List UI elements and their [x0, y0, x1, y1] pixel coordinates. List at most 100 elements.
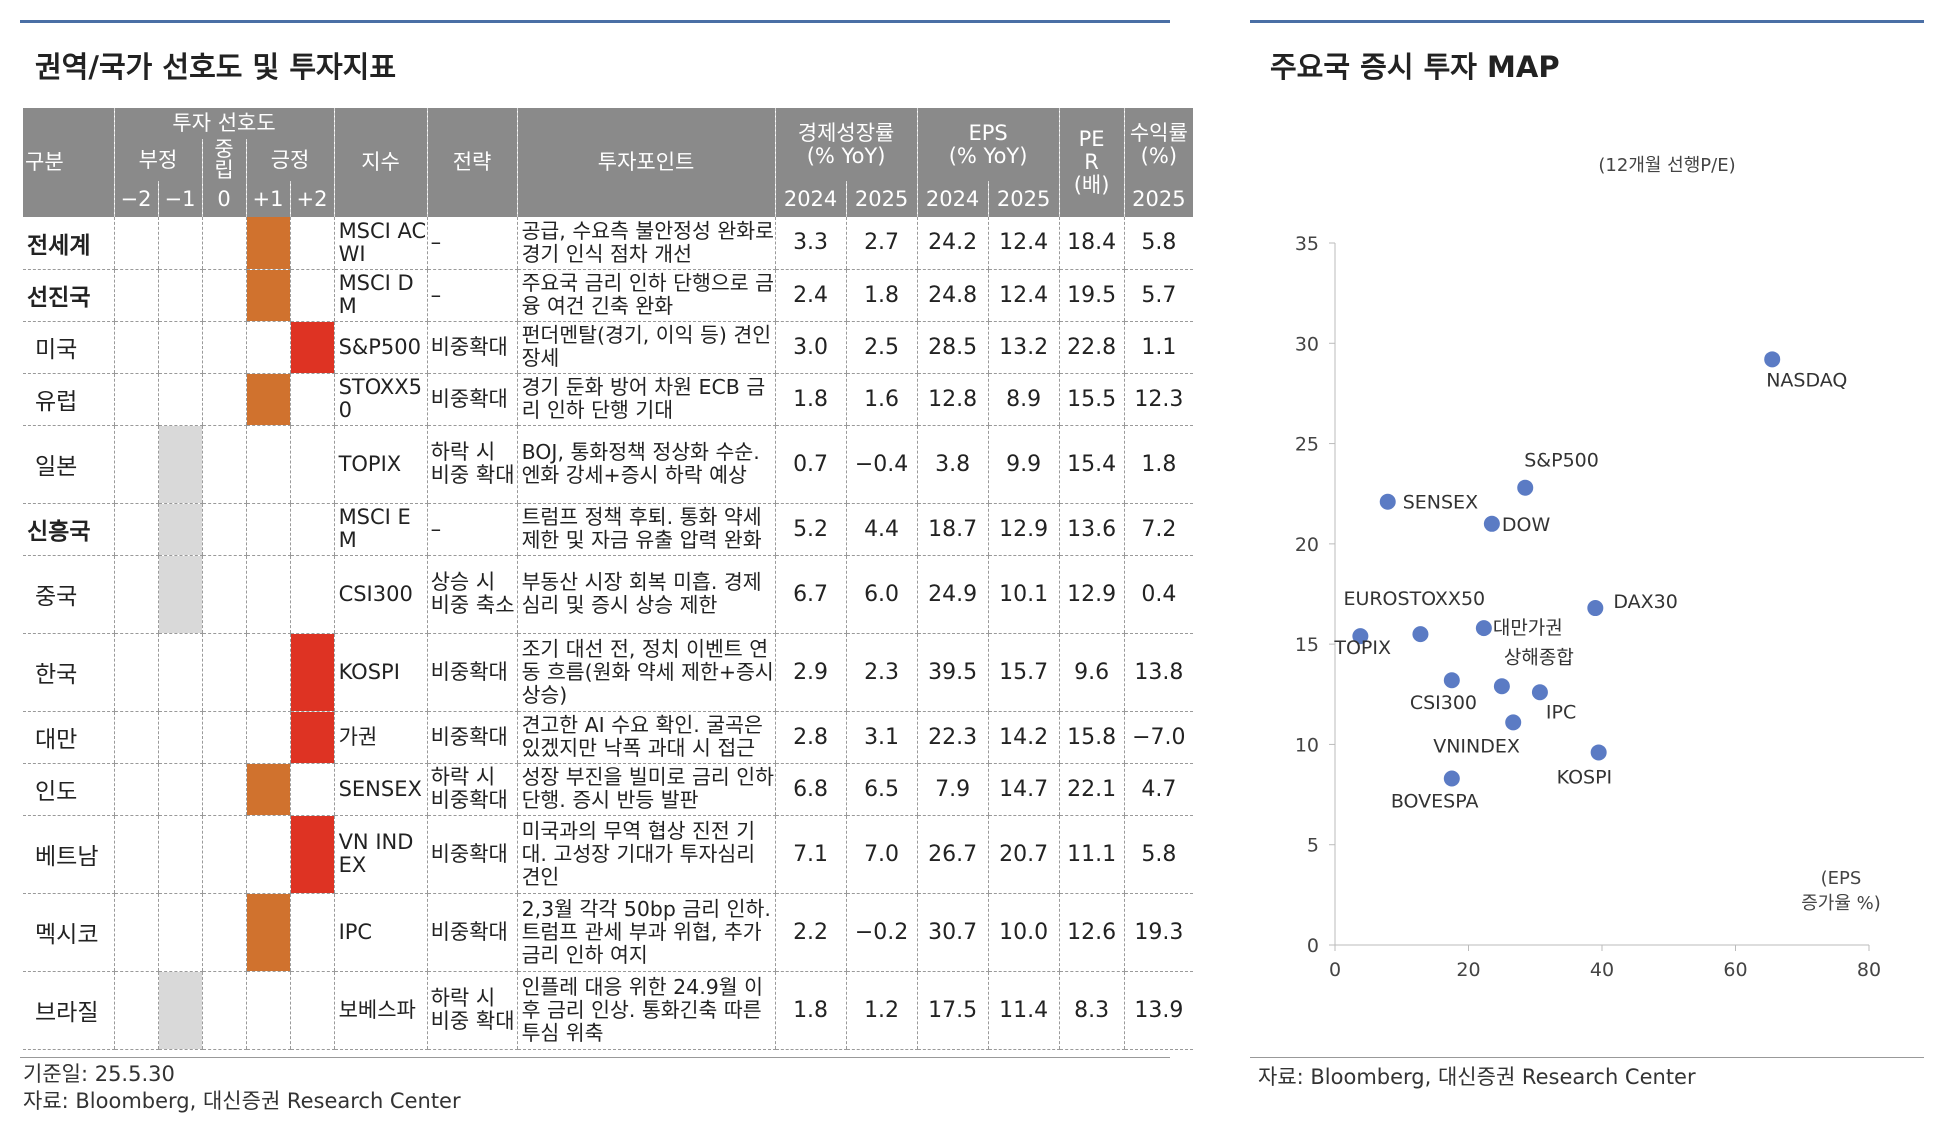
- preference-cell-p1: [245, 893, 290, 972]
- preference-cell-0: [201, 321, 246, 374]
- preference-cell-m2: [113, 269, 158, 322]
- preference-cell-m2: [113, 321, 158, 374]
- row-gdp-2024: 6.8: [774, 763, 847, 816]
- row-gdp-2024: 6.7: [774, 555, 847, 634]
- row-gdp-2025: 1.6: [845, 373, 918, 426]
- preference-cell-p2: [289, 893, 335, 972]
- row-strategy: –: [426, 269, 518, 322]
- row-eps-2025: 14.2: [987, 711, 1060, 764]
- row-name: 한국: [23, 633, 114, 712]
- preference-cell-m2: [113, 373, 158, 426]
- x-tick-label: 0: [1329, 959, 1341, 981]
- row-per: 9.6: [1058, 633, 1125, 712]
- row-index: MSCI EM: [333, 503, 428, 556]
- y-tick-label: 10: [1295, 734, 1319, 756]
- preference-cell-0: [201, 815, 246, 894]
- row-gdp-2025: 1.8: [845, 269, 918, 322]
- table-body: 전세계 MSCI ACWI – 공급, 수요측 불안정성 완화로 경기 인식 점차 개…: [23, 217, 1194, 1050]
- data-point: [1764, 351, 1781, 368]
- row-gdp-2025: −0.4: [845, 425, 918, 504]
- row-gdp-2025: 3.1: [845, 711, 918, 764]
- row-index: S&P500: [333, 321, 428, 374]
- y-tick-label: 35: [1295, 233, 1319, 255]
- row-investment-point: BOJ, 통화정책 정상화 수순. 엔화 강세+증시 하락 예상: [516, 425, 776, 504]
- preference-cell-m2: [113, 711, 158, 764]
- table-row: 유럽 STOXX50 비중확대 경기 둔화 방어 차원 ECB 금리 인하 단행 기대…: [23, 373, 1194, 426]
- preference-cell-0: [201, 269, 246, 322]
- row-index: IPC: [333, 893, 428, 972]
- preference-cell-m2: [113, 971, 158, 1050]
- data-point-label: EUROSTOXX50: [1343, 588, 1485, 610]
- preference-cell-m2: [113, 763, 158, 816]
- row-index: MSCI ACWI: [333, 217, 428, 270]
- data-point-label: 상해종합: [1504, 646, 1574, 668]
- preference-cell-p2: [289, 321, 335, 374]
- row-strategy: 비중확대: [426, 893, 518, 972]
- row-name: 일본: [23, 425, 114, 504]
- x-axis-title: 증가율 %): [1801, 893, 1881, 914]
- preference-cell-p1: [245, 815, 290, 894]
- row-return-2025: 5.8: [1123, 815, 1194, 894]
- row-name: 브라질: [23, 971, 114, 1050]
- header-scale-p2: +2: [289, 181, 335, 217]
- preference-cell-m1: [157, 815, 202, 894]
- row-gdp-2024: 0.7: [774, 425, 847, 504]
- row-gdp-2025: −0.2: [845, 893, 918, 972]
- row-name: 신흥국: [23, 503, 114, 556]
- left-note-date: 기준일: 25.5.30: [23, 1062, 175, 1086]
- row-gdp-2025: 7.0: [845, 815, 918, 894]
- header-eps-2024: 2024: [916, 181, 989, 217]
- row-strategy: –: [426, 503, 518, 556]
- y-tick-label: 5: [1307, 835, 1319, 857]
- data-point-label: DAX30: [1613, 591, 1678, 613]
- row-eps-2025: 11.4: [987, 971, 1060, 1050]
- data-point-label: NASDAQ: [1766, 369, 1847, 391]
- row-index: KOSPI: [333, 633, 428, 712]
- header-gdp-2024: 2024: [774, 181, 847, 217]
- data-point-label: DOW: [1502, 514, 1551, 536]
- table-row: 신흥국 MSCI EM – 트럼프 정책 후퇴. 통화 약세 제한 및 자금 유출 압…: [23, 503, 1194, 556]
- row-strategy: 하락 시 비중 확대: [426, 425, 518, 504]
- row-eps-2025: 12.4: [987, 217, 1060, 270]
- preference-cell-m2: [113, 503, 158, 556]
- row-investment-point: 견고한 AI 수요 확인. 굴곡은 있겠지만 낙폭 과대 시 접근: [516, 711, 776, 764]
- preference-cell-p1: [245, 217, 290, 270]
- row-gdp-2024: 2.8: [774, 711, 847, 764]
- row-name: 선진국: [23, 269, 114, 322]
- right-source: 자료: Bloomberg, 대신증권 Research Center: [1258, 1065, 1696, 1089]
- row-eps-2024: 18.7: [916, 503, 989, 556]
- left-panel-top-rule: [20, 20, 1170, 23]
- row-gdp-2024: 2.4: [774, 269, 847, 322]
- row-per: 13.6: [1058, 503, 1125, 556]
- row-investment-point: 주요국 금리 인하 단행으로 금융 여건 긴축 완화: [516, 269, 776, 322]
- row-eps-2024: 39.5: [916, 633, 989, 712]
- y-tick-label: 15: [1295, 634, 1319, 656]
- row-gdp-2025: 2.7: [845, 217, 918, 270]
- row-per: 22.8: [1058, 321, 1125, 374]
- row-return-2025: 0.4: [1123, 555, 1194, 634]
- row-eps-2025: 12.9: [987, 503, 1060, 556]
- header-negative: 부정: [113, 139, 202, 181]
- header-return-2025: 2025: [1123, 181, 1194, 217]
- table-row: 인도 SENSEX 하락 시 비중확대 성장 부진을 빌미로 금리 인하 단행. 증시…: [23, 763, 1194, 816]
- row-investment-point: 미국과의 무역 협상 진전 기대. 고성장 기대가 투자심리 견인: [516, 815, 776, 894]
- x-tick-label: 60: [1723, 959, 1747, 981]
- row-per: 15.8: [1058, 711, 1125, 764]
- table-row: 브라질 보베스파 하락 시 비중 확대 인플레 대응 위한 24.9월 이후 금리 인…: [23, 971, 1194, 1050]
- header-group: 구분: [23, 108, 114, 217]
- row-strategy: 비중확대: [426, 321, 518, 374]
- row-eps-2025: 9.9: [987, 425, 1060, 504]
- row-gdp-2025: 4.4: [845, 503, 918, 556]
- row-per: 15.5: [1058, 373, 1125, 426]
- row-eps-2024: 24.8: [916, 269, 989, 322]
- preference-cell-p1: [245, 555, 290, 634]
- preference-cell-p2: [289, 425, 335, 504]
- row-index: TOPIX: [333, 425, 428, 504]
- row-investment-point: 공급, 수요측 불안정성 완화로 경기 인식 점차 개선: [516, 217, 776, 270]
- row-gdp-2024: 1.8: [774, 971, 847, 1050]
- row-strategy: 비중확대: [426, 373, 518, 426]
- preference-cell-m1: [157, 555, 202, 634]
- row-eps-2025: 20.7: [987, 815, 1060, 894]
- row-per: 19.5: [1058, 269, 1125, 322]
- header-index: 지수: [333, 108, 428, 217]
